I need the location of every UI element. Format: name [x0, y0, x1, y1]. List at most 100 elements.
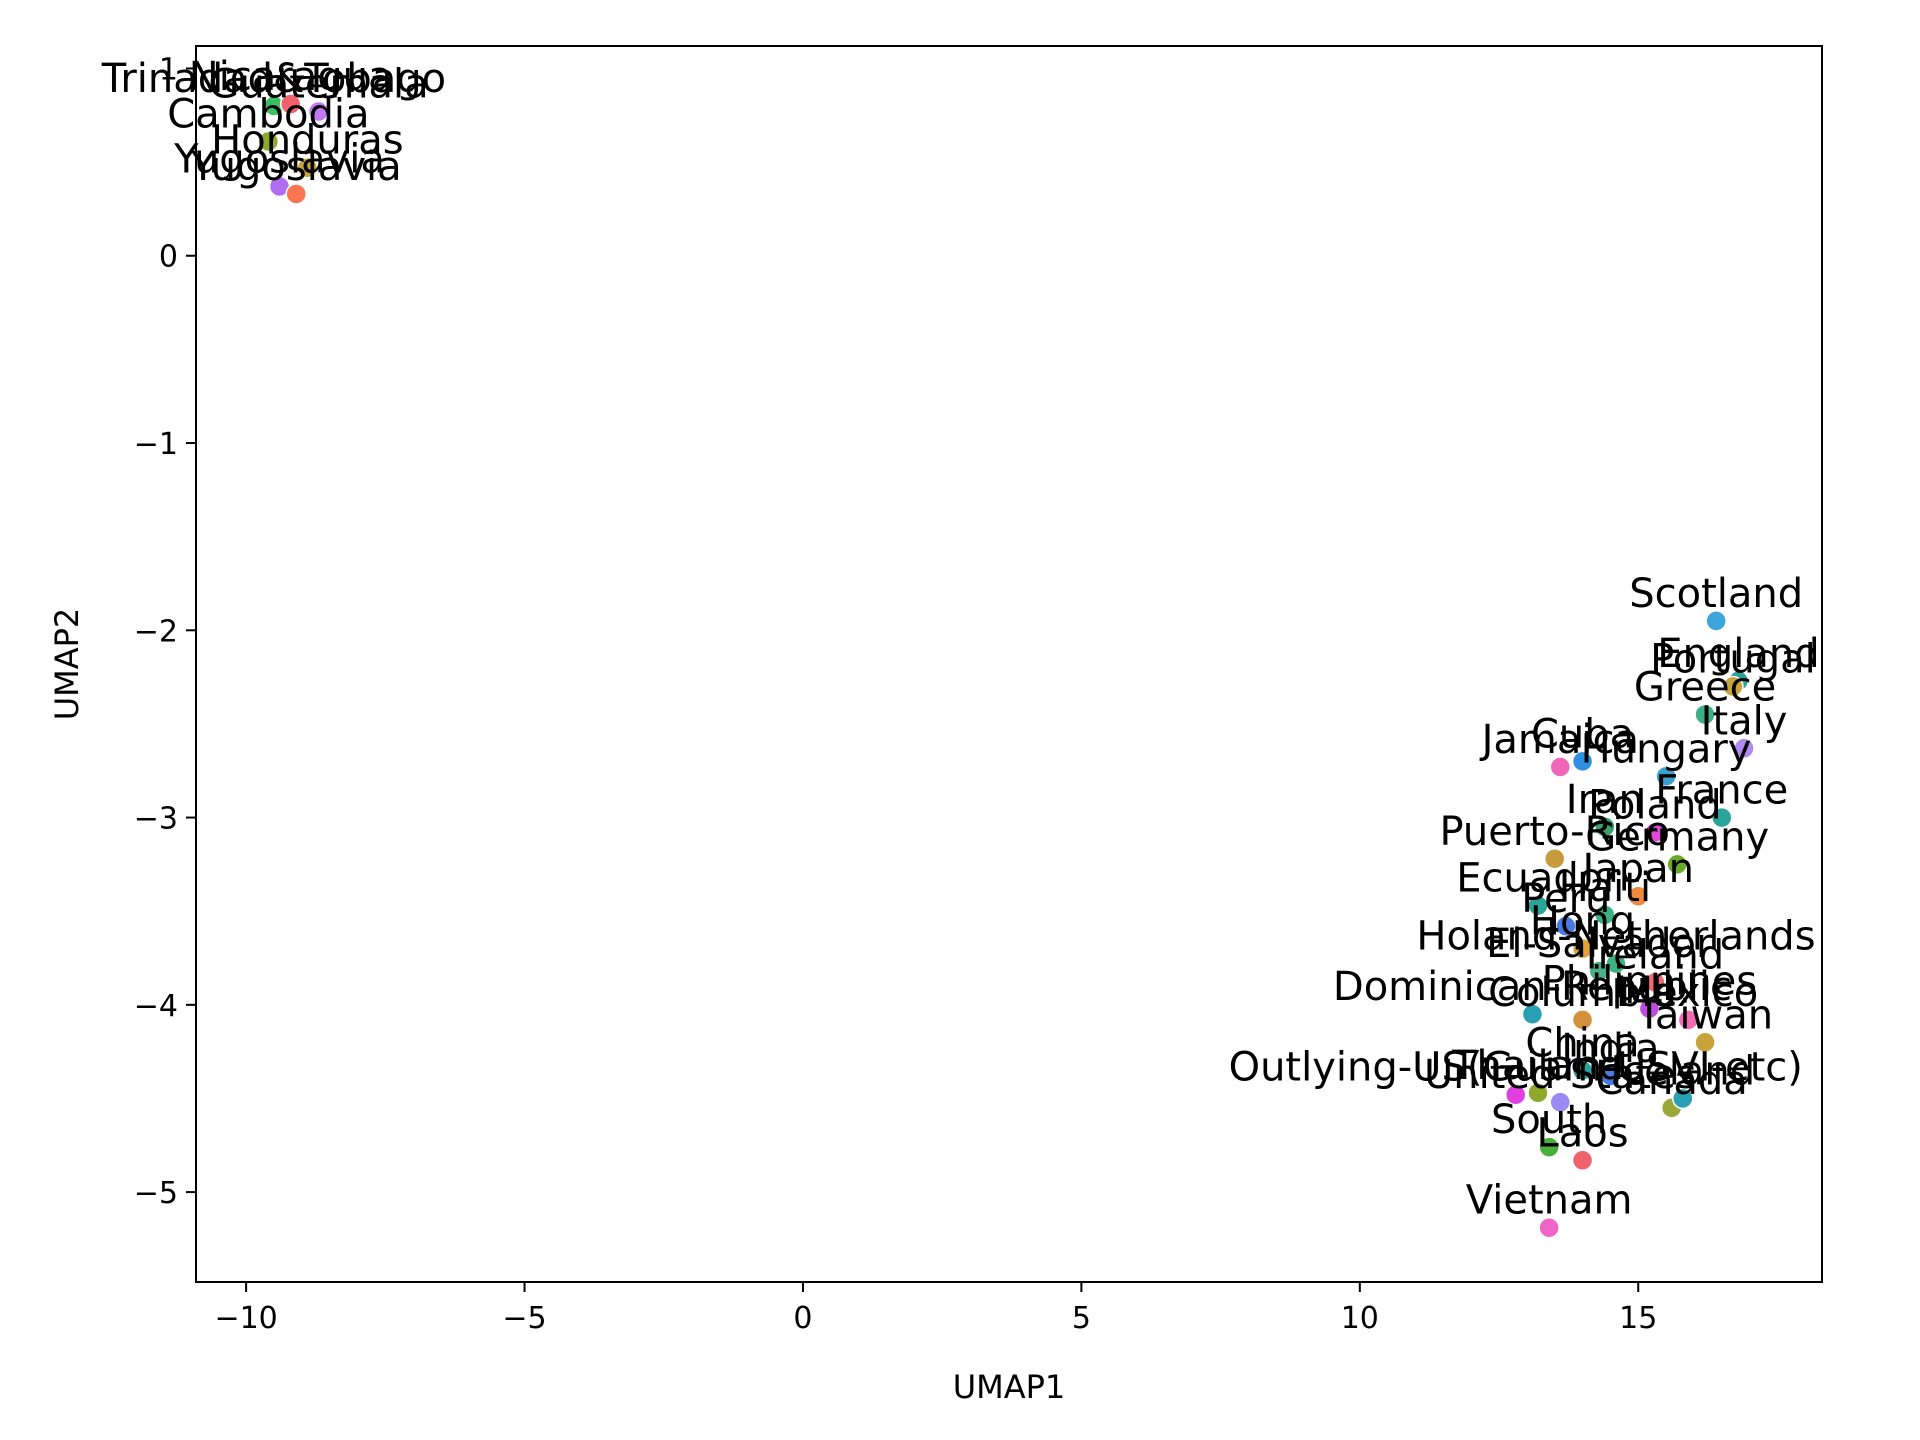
x-tick-label: 0 [793, 1301, 812, 1336]
data-point-label: Thailand [1451, 1043, 1624, 1089]
data-point-label: Iran [1566, 777, 1644, 823]
data-point [1705, 610, 1727, 632]
data-point-label: Nicaragua [189, 54, 393, 100]
data-point-label: Vietnam [1466, 1178, 1633, 1224]
data-point-label: Yugoslavia [190, 144, 402, 190]
data-point-label: Yugoslavia [173, 136, 385, 182]
data-point-label: El-Salvador [1486, 921, 1713, 967]
data-point [285, 183, 307, 205]
data-point [1571, 1009, 1594, 1031]
x-tick-label: −10 [214, 1301, 277, 1336]
data-point-label: Hungary [1581, 726, 1752, 772]
data-point-label: Ecuador [1456, 856, 1620, 902]
data-point-label: Hong [1530, 899, 1635, 945]
data-point-label: Honduras [211, 118, 403, 164]
data-point [1549, 1091, 1572, 1113]
data-point-label: Canada [1596, 1058, 1748, 1104]
data-point [1638, 997, 1661, 1020]
y-tick-label: 1 [159, 52, 178, 87]
data-point-label: Cambodia [167, 92, 369, 138]
data-point-label: India [1561, 1026, 1659, 1072]
data-point [1711, 806, 1733, 829]
data-point-label: Dominican-Republic [1333, 964, 1732, 1010]
y-tick-label: −1 [134, 427, 178, 462]
data-point-label: Haiti [1559, 865, 1652, 911]
data-point [1571, 937, 1594, 960]
data-point [1599, 1065, 1622, 1087]
data-point-label: Poland [1588, 783, 1722, 829]
data-point [1555, 915, 1577, 937]
data-point [307, 100, 330, 123]
data-point-label: Germany [1585, 814, 1769, 860]
data-point-label: Outlying-US(Guam-USVI-etc) [1229, 1045, 1803, 1091]
x-tick-label: 5 [1072, 1301, 1091, 1336]
point-labels: Trinadad&TobagoNicaraguaGuatemalaCambodi… [101, 54, 1820, 1224]
data-point [1644, 971, 1666, 994]
data-point-label: Trinadad&Tobago [101, 56, 446, 102]
data-point-label: China [1525, 1020, 1639, 1066]
data-point [1627, 885, 1649, 907]
data-point [1527, 894, 1549, 917]
data-point [1672, 1087, 1694, 1110]
data-point-label: Cuba [1531, 711, 1634, 757]
data-point [1521, 1003, 1544, 1025]
y-axis-label: UMAP2 [48, 608, 86, 721]
data-point [1571, 1149, 1594, 1172]
data-point-label: Laos [1537, 1110, 1629, 1156]
data-point-label: Peru [1521, 876, 1610, 922]
data-point-label: Guatemala [208, 62, 428, 108]
data-point-label: France [1655, 768, 1788, 814]
data-point-label: Iceland [1610, 1048, 1755, 1094]
data-point [279, 93, 302, 115]
data-point-label: Holand-Netherlands [1416, 914, 1815, 960]
data-point-label: Ireland [1586, 932, 1724, 978]
data-point [1594, 816, 1616, 838]
data-point [1571, 750, 1594, 773]
data-point [1722, 675, 1744, 698]
axis-ticks: −10 −5 0 5 10 15−5−4−3−2−101 [134, 52, 1658, 1336]
data-point [1504, 1083, 1527, 1106]
data-point [1694, 1031, 1716, 1054]
data-points [257, 93, 1755, 1239]
data-point-label: Portugal [1650, 636, 1816, 682]
data-point-label: Jamaica [1479, 717, 1639, 763]
data-point-label: Greece [1634, 665, 1776, 711]
data-point-label: Philippines [1542, 959, 1758, 1005]
data-point [1549, 756, 1572, 778]
data-point-label: Italy [1701, 698, 1788, 744]
data-point [1527, 1082, 1549, 1104]
y-tick-label: −2 [134, 614, 178, 649]
data-point [1571, 1059, 1594, 1082]
data-point [1543, 848, 1566, 870]
data-point [1594, 904, 1616, 926]
data-point [1538, 1136, 1560, 1158]
data-point [1655, 765, 1677, 788]
y-tick-label: −3 [134, 802, 178, 837]
data-point [1677, 1009, 1700, 1031]
data-point [1588, 960, 1611, 982]
data-point-label: South [1491, 1097, 1607, 1143]
x-tick-label: −5 [502, 1301, 546, 1336]
x-tick-label: 15 [1619, 1301, 1657, 1336]
data-point-label: Puerto-Rico [1439, 809, 1670, 855]
plot-frame [195, 45, 1823, 1283]
data-point [1644, 821, 1666, 844]
data-point [257, 130, 280, 153]
data-point-label: Scotland [1629, 571, 1803, 617]
data-point [1538, 1216, 1560, 1239]
x-axis-label: UMAP1 [953, 1368, 1066, 1406]
data-point-label: Japan [1579, 846, 1694, 892]
data-point-label: United-States [1424, 1052, 1697, 1098]
data-point-label: England [1657, 631, 1819, 677]
data-point-label: Mexico [1619, 970, 1759, 1016]
y-tick-label: 0 [159, 240, 178, 275]
y-tick-label: −4 [134, 989, 178, 1024]
x-tick-label: 10 [1341, 1301, 1379, 1336]
data-point [296, 156, 319, 179]
data-point [1694, 703, 1716, 726]
data-point [1733, 737, 1755, 760]
data-point-label: Taiwan [1636, 992, 1773, 1038]
data-point-label: Columbia [1488, 970, 1677, 1016]
y-tick-label: −5 [134, 1176, 178, 1211]
